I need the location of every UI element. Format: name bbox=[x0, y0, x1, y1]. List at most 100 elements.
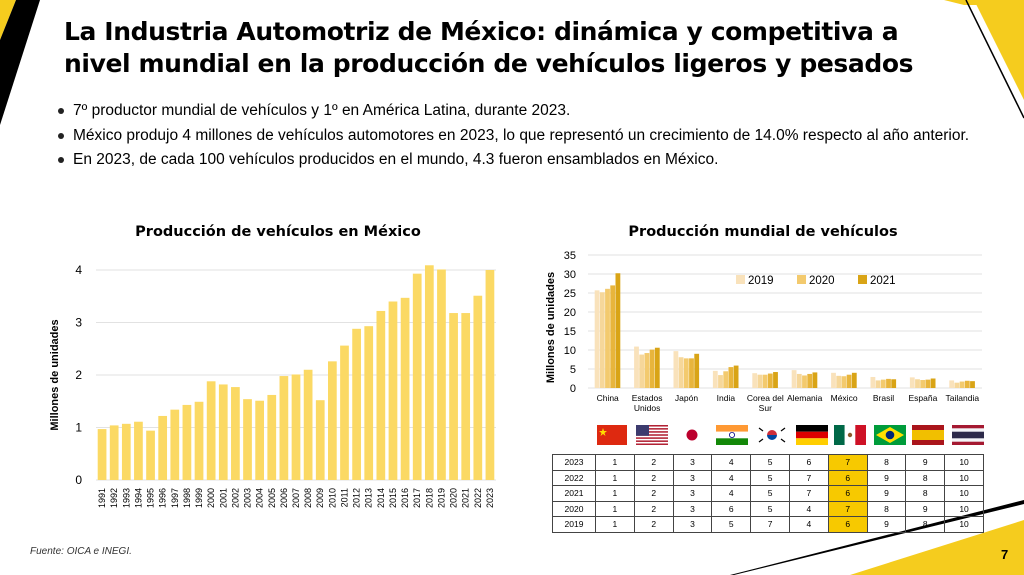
ranking-cell: 2 bbox=[633, 516, 674, 533]
y-tick-label: 1 bbox=[75, 421, 82, 435]
bar-2016 bbox=[400, 297, 410, 480]
ranking-cell: 4 bbox=[711, 485, 752, 502]
bar-Estados Unidos-series-3 bbox=[649, 349, 655, 388]
bar-2005 bbox=[267, 394, 277, 480]
bar-India-series-3 bbox=[728, 367, 734, 388]
spain-flag bbox=[912, 425, 944, 445]
x-tick-label: 2021 bbox=[461, 488, 471, 508]
bar-2011 bbox=[340, 345, 349, 480]
bar-2013 bbox=[364, 326, 374, 480]
ranking-cell: 2 bbox=[633, 454, 674, 471]
bar-Alemania-series-1 bbox=[796, 373, 802, 388]
bar-1995 bbox=[146, 430, 155, 480]
bullet-item: 7º productor mundial de vehículos y 1º e… bbox=[58, 101, 998, 121]
bar-Brasil-series-2 bbox=[880, 379, 886, 388]
bar-India-series-4 bbox=[733, 365, 739, 388]
ranking-cell: 3 bbox=[672, 454, 713, 471]
y-tick-label: 5 bbox=[570, 364, 576, 376]
y-tick-label: 2 bbox=[75, 368, 82, 382]
india-flag bbox=[716, 425, 748, 445]
x-tick-label: 2013 bbox=[364, 488, 374, 508]
bar-Corea del Sur-series-4 bbox=[773, 372, 778, 388]
x-tick-label: 2005 bbox=[267, 488, 277, 508]
legend-label-2019: 2019 bbox=[748, 275, 774, 287]
x-tick-label: 1999 bbox=[194, 488, 204, 508]
bar-1994 bbox=[134, 421, 143, 480]
ranking-cell: 9 bbox=[905, 454, 946, 471]
x-tick-label: 2003 bbox=[243, 488, 253, 508]
ranking-cell: 6 bbox=[827, 485, 868, 502]
bar-2017 bbox=[412, 273, 422, 480]
x-tick-label: 2014 bbox=[376, 488, 386, 508]
x-tick-label: 2004 bbox=[255, 488, 265, 508]
x-tick-label: India bbox=[717, 393, 736, 403]
ranking-row: 2021 1 2 3 4 5 7 6 9 8 10 bbox=[552, 485, 984, 502]
ranking-cell: 6 bbox=[788, 454, 829, 471]
bar-Corea del Sur-series-2 bbox=[762, 374, 768, 388]
title-line-1: La Industria Automotriz de México: dinám… bbox=[64, 17, 899, 46]
bar-2018 bbox=[424, 265, 434, 480]
x-tick-label: 2016 bbox=[400, 488, 410, 508]
ranking-cell: 9 bbox=[905, 500, 946, 517]
corner-decoration-top-right bbox=[944, 0, 1024, 119]
bar-España-series-4 bbox=[930, 378, 936, 388]
x-tick-label: Alemania bbox=[787, 393, 823, 403]
world-chart-title: Producción mundial de vehículos bbox=[628, 224, 898, 240]
ranking-cell: 7 bbox=[788, 485, 829, 502]
x-tick-label: 2022 bbox=[473, 488, 483, 508]
bar-México-series-0 bbox=[831, 372, 836, 388]
x-tick-label: Brasil bbox=[873, 393, 894, 403]
bar-1996 bbox=[158, 415, 168, 480]
china-flag bbox=[597, 425, 627, 445]
bar-China-series-2 bbox=[605, 288, 610, 388]
bar-2004 bbox=[255, 400, 264, 480]
bar-España-series-2 bbox=[920, 380, 926, 388]
bar-2000 bbox=[206, 381, 216, 480]
bar-Tailandia-series-4 bbox=[970, 381, 975, 388]
ranking-cell: 1 bbox=[595, 516, 635, 533]
bar-2023 bbox=[485, 270, 495, 480]
bar-Corea del Sur-series-1 bbox=[757, 374, 763, 388]
y-tick-label: 3 bbox=[75, 316, 82, 330]
ranking-year: 2021 bbox=[552, 485, 596, 502]
ranking-cell: 1 bbox=[595, 454, 635, 471]
bar-Brasil-series-1 bbox=[875, 380, 881, 388]
bar-India-series-0 bbox=[712, 370, 718, 388]
bar-Tailandia-series-3 bbox=[964, 380, 970, 388]
ranking-table: 2023 1 2 3 4 5 6 7 8 9 10 2022 1 2 3 4 5 7 6 9 8 10 2021 1 2 3 4 5 7… bbox=[552, 454, 984, 533]
ranking-cell: 6 bbox=[827, 469, 868, 486]
ranking-row: 2023 1 2 3 4 5 6 7 8 9 10 bbox=[552, 454, 984, 471]
legend-label-2020: 2020 bbox=[809, 275, 835, 287]
ranking-cell: 1 bbox=[595, 500, 635, 517]
ranking-cell: 3 bbox=[672, 469, 713, 486]
x-tick-label: China bbox=[597, 393, 619, 403]
ranking-cell: 2 bbox=[633, 469, 674, 486]
world-production-chart: 0 5 10 15 20 25 30 35 China Estados Unidos Japón Ind… bbox=[545, 250, 982, 413]
x-tick-label: 1993 bbox=[121, 488, 131, 508]
ranking-cell: 5 bbox=[750, 500, 790, 517]
bar-2008 bbox=[303, 369, 313, 480]
bar-2014 bbox=[376, 310, 386, 480]
bar-Estados Unidos-series-2 bbox=[644, 353, 650, 388]
bar-España-series-0 bbox=[909, 377, 915, 388]
bar-2002 bbox=[231, 387, 240, 480]
ranking-cell: 6 bbox=[711, 500, 752, 517]
flags-row bbox=[593, 425, 993, 447]
bar-2007 bbox=[291, 374, 301, 480]
y-tick-label: 30 bbox=[564, 269, 576, 281]
bar-Brasil-series-4 bbox=[891, 379, 897, 388]
bar-Alemania-series-2 bbox=[802, 375, 807, 388]
ranking-row: 2019 1 2 3 5 7 4 6 9 8 10 bbox=[552, 516, 984, 533]
bar-2009 bbox=[315, 400, 325, 480]
ranking-cell: 9 bbox=[866, 469, 907, 486]
x-tick-label: Tailandia bbox=[946, 393, 980, 403]
bar-Japón-series-3 bbox=[689, 358, 694, 388]
ranking-cell: 8 bbox=[905, 485, 946, 502]
ranking-cell: 4 bbox=[711, 469, 752, 486]
y-tick-label: 0 bbox=[570, 383, 576, 395]
x-tick-label: 2018 bbox=[424, 488, 434, 508]
japan-flag bbox=[677, 425, 707, 445]
bar-1998 bbox=[182, 404, 192, 480]
x-tick-label: 2010 bbox=[327, 488, 337, 508]
bar-Corea del Sur-series-0 bbox=[752, 373, 758, 388]
